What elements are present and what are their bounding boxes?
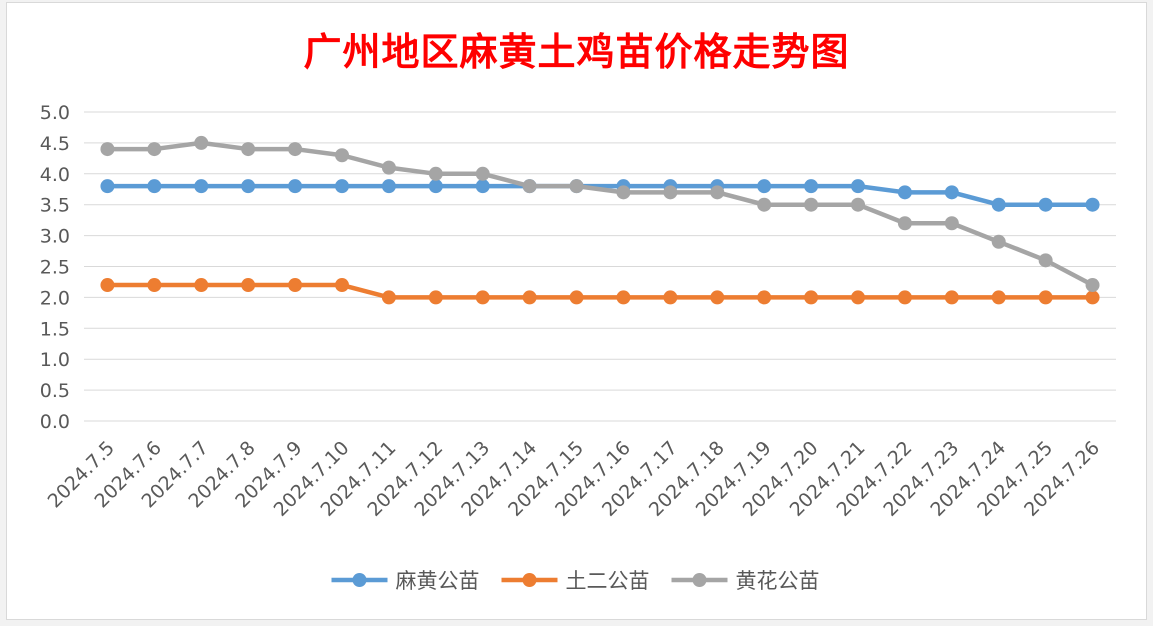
y-tick-label: 2.0	[40, 287, 70, 309]
data-point	[381, 179, 396, 194]
data-point	[1038, 253, 1053, 268]
data-point	[851, 179, 865, 194]
y-tick-label: 5.0	[40, 102, 70, 124]
data-point	[147, 142, 162, 157]
data-point	[335, 278, 349, 293]
data-point	[100, 179, 115, 194]
data-point	[757, 197, 772, 212]
data-point	[241, 179, 256, 194]
data-point	[147, 278, 162, 293]
data-point	[522, 290, 537, 305]
data-point	[944, 216, 959, 231]
data-point	[475, 166, 490, 181]
data-point	[851, 197, 865, 212]
data-point	[616, 290, 631, 305]
y-tick-label: 3.0	[40, 226, 70, 248]
y-tick-label: 1.0	[40, 349, 70, 371]
data-point	[194, 179, 209, 194]
data-point	[288, 142, 303, 157]
data-point	[147, 179, 162, 194]
data-point	[991, 234, 1006, 249]
data-point	[428, 179, 443, 194]
data-point	[194, 135, 209, 150]
data-point	[616, 185, 631, 200]
data-point	[1085, 197, 1100, 212]
y-tick-label: 3.5	[40, 195, 70, 217]
data-point	[475, 290, 490, 305]
data-point	[569, 179, 584, 194]
data-point	[428, 290, 443, 305]
data-point	[1038, 290, 1053, 305]
data-point	[1038, 197, 1053, 212]
data-point	[381, 290, 396, 305]
y-tick-label: 0.5	[40, 380, 70, 402]
data-point	[1085, 290, 1100, 305]
legend-swatch-marker	[522, 573, 537, 587]
chart-title: 广州地区麻黄土鸡苗价格走势图	[303, 29, 850, 74]
data-point	[475, 179, 490, 194]
data-point	[663, 185, 678, 200]
legend-label: 土二公苗	[566, 569, 650, 593]
data-point	[944, 290, 959, 305]
legend-label: 麻黄公苗	[396, 569, 480, 593]
data-point	[757, 179, 772, 194]
data-point	[335, 179, 349, 194]
data-point	[381, 160, 396, 175]
data-point	[241, 142, 256, 157]
data-point	[428, 166, 443, 181]
data-point	[804, 197, 819, 212]
data-point	[1085, 278, 1100, 293]
y-tick-label: 1.5	[40, 318, 70, 340]
data-point	[757, 290, 772, 305]
legend-label: 黄花公苗	[736, 569, 820, 593]
data-point	[100, 142, 115, 157]
data-point	[288, 278, 303, 293]
series-line	[105, 140, 1095, 288]
data-point	[710, 185, 725, 200]
legend-swatch-marker	[352, 573, 367, 587]
data-point	[569, 290, 584, 305]
data-point	[851, 290, 865, 305]
data-point	[897, 216, 912, 231]
data-point	[991, 197, 1006, 212]
series-line	[105, 183, 1095, 207]
y-tick-label: 0.0	[40, 411, 70, 433]
legend-swatch-marker	[692, 573, 707, 587]
y-tick-label: 2.5	[40, 257, 70, 279]
chart-area: 广州地区麻黄土鸡苗价格走势图	[6, 2, 1147, 620]
data-point	[100, 278, 115, 293]
y-tick-label: 4.5	[40, 133, 70, 155]
data-point	[944, 185, 959, 200]
data-point	[663, 290, 678, 305]
data-point	[522, 179, 537, 194]
series-line	[105, 282, 1095, 300]
data-point	[897, 290, 912, 305]
data-point	[804, 179, 819, 194]
data-point	[991, 290, 1006, 305]
y-tick-label: 4.0	[40, 164, 70, 186]
data-point	[710, 290, 725, 305]
data-point	[194, 278, 209, 293]
data-point	[288, 179, 303, 194]
data-point	[335, 148, 349, 163]
data-point	[897, 185, 912, 200]
data-point	[804, 290, 819, 305]
data-point	[241, 278, 256, 293]
